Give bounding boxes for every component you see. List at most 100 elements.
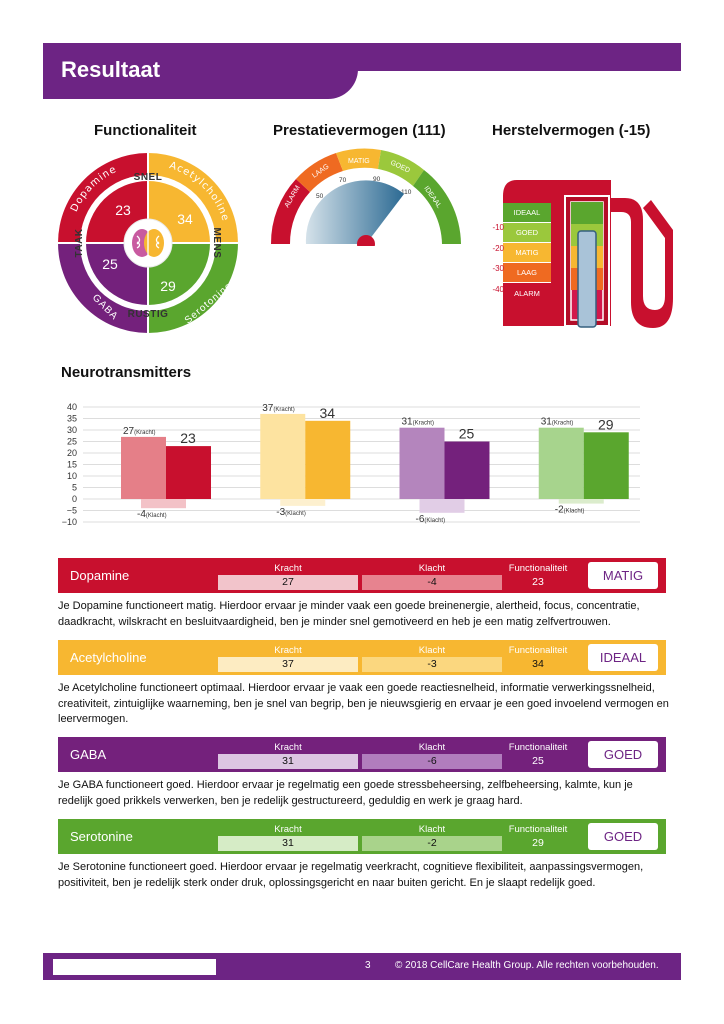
y-tick-label: −10 <box>62 517 77 527</box>
copyright: © 2018 CellCare Health Group. Alle recht… <box>395 960 659 971</box>
klacht-label: Klacht <box>418 824 446 835</box>
klacht-cell: Klacht -3 <box>362 640 502 675</box>
kracht-cell: Kracht 37 <box>218 640 358 675</box>
row-dopamine: Dopamine Kracht 27 Klacht -4 Functionali… <box>58 558 666 593</box>
zone-alarm: ALARM <box>503 283 551 305</box>
data-label-kracht: 31(Kracht) <box>402 417 434 428</box>
klacht-value: -2 <box>362 836 502 851</box>
data-label-functionaliteit: 29 <box>598 416 614 432</box>
status-badge: IDEAAL <box>588 644 658 671</box>
y-tick-label: 30 <box>67 425 77 435</box>
kracht-label: Kracht <box>274 563 302 574</box>
func-label: Functionaliteit <box>508 824 568 835</box>
functionaliteit-title: Functionaliteit <box>94 122 197 139</box>
scale-label: -30 <box>492 264 504 274</box>
status-badge: GOED <box>588 741 658 768</box>
func-cell: Functionaliteit 34 <box>463 640 613 675</box>
klacht-cell: Klacht -2 <box>362 819 502 854</box>
value-acetylcholine: 34 <box>177 211 193 227</box>
func-cell: Functionaliteit 29 <box>463 819 613 854</box>
scale-label: -40 <box>492 284 504 294</box>
zone-matig: MATIG <box>503 243 551 263</box>
klacht-cell: Klacht -4 <box>362 558 502 593</box>
bar-klacht <box>558 499 604 504</box>
klacht-value: -4 <box>362 575 502 590</box>
y-tick-label: 15 <box>67 460 77 470</box>
func-value: 34 <box>532 658 544 670</box>
klacht-value: -6 <box>362 754 502 769</box>
y-tick-label: 25 <box>67 437 77 447</box>
bar-functionaliteit <box>166 446 211 499</box>
kracht-value: 37 <box>218 657 358 672</box>
bar-kracht <box>260 413 306 499</box>
page-header: Resultaat <box>43 43 681 99</box>
kracht-label: Kracht <box>274 824 302 835</box>
row-description: Je Dopamine functioneert matig. Hierdoor… <box>58 600 640 628</box>
bar-kracht <box>538 427 584 499</box>
bar-kracht <box>121 436 166 499</box>
prestatie-gauge: ALARM LAAG MATIG GOED IDEAAL 50 70 90 11… <box>270 148 461 246</box>
kracht-cell: Kracht 31 <box>218 737 358 772</box>
kracht-cell: Kracht 31 <box>218 819 358 854</box>
herstel-scale: -10 -20 -30 -40 <box>486 218 504 300</box>
scale-label: -10 <box>492 223 504 232</box>
axis-mens: MENS <box>211 228 222 259</box>
zone-matig: MATIG <box>348 158 370 165</box>
data-label-functionaliteit: 25 <box>459 426 475 442</box>
func-cell: Functionaliteit 25 <box>463 737 613 772</box>
data-label-klacht: -2(Klacht) <box>555 505 585 516</box>
data-label-klacht: -3(Klacht) <box>276 507 306 518</box>
value-serotonine: 29 <box>160 278 176 294</box>
value-gaba: 25 <box>102 256 118 272</box>
header-tab <box>43 43 358 99</box>
footer-field <box>53 959 216 975</box>
kracht-value: 31 <box>218 836 358 851</box>
herstel-title: Herstelvermogen (-15) <box>492 122 651 139</box>
klacht-cell: Klacht -6 <box>362 737 502 772</box>
prestatie-title: Prestatievermogen (111) <box>273 122 446 139</box>
scale-label: -20 <box>492 243 504 253</box>
y-tick-label: −5 <box>67 506 77 516</box>
y-tick-label: 20 <box>67 448 77 458</box>
bar-klacht <box>419 499 465 513</box>
herstel-gauge: IDEAAL GOED MATIG LAAG ALARM <box>503 178 673 338</box>
kracht-value: 27 <box>218 575 358 590</box>
neurotransmitters-title: Neurotransmitters <box>61 364 192 381</box>
klacht-label: Klacht <box>418 645 446 656</box>
gauge-fill <box>577 230 597 328</box>
zone-laag: LAAG <box>503 263 551 283</box>
klacht-value: -3 <box>362 657 502 672</box>
y-tick-label: 35 <box>67 414 77 424</box>
bar-functionaliteit <box>305 420 351 499</box>
page-number: 3 <box>365 960 371 971</box>
row-description: Je Acetylcholine functioneert optimaal. … <box>58 682 669 725</box>
tick-90: 90 <box>373 176 381 183</box>
klacht-label: Klacht <box>418 742 446 753</box>
kracht-label: Kracht <box>274 742 302 753</box>
y-tick-label: 10 <box>67 471 77 481</box>
bar-functionaliteit <box>583 432 629 499</box>
bar-kracht <box>399 427 445 499</box>
row-name: GABA <box>70 747 107 762</box>
y-tick-label: 40 <box>67 402 77 412</box>
data-label-functionaliteit: 34 <box>319 405 335 421</box>
tick-70: 70 <box>339 177 347 184</box>
bar-functionaliteit <box>444 441 490 499</box>
data-label-kracht: 27(Kracht) <box>123 426 155 437</box>
row-acetylcholine: Acetylcholine Kracht 37 Klacht -3 Functi… <box>58 640 666 675</box>
func-cell: Functionaliteit 23 <box>463 558 613 593</box>
gauge-pivot <box>357 235 375 246</box>
status-badge: MATIG <box>588 562 658 589</box>
func-value: 29 <box>532 837 544 849</box>
kracht-label: Kracht <box>274 645 302 656</box>
row-serotonine: Serotonine Kracht 31 Klacht -2 Functiona… <box>58 819 666 854</box>
row-description: Je GABA functioneert goed. Hierdoor erva… <box>58 779 633 807</box>
func-value: 25 <box>532 755 544 767</box>
status-badge: GOED <box>588 823 658 850</box>
zone-ideaal: IDEAAL <box>503 203 551 223</box>
axis-taak: TAAK <box>74 228 85 257</box>
row-description: Je Serotonine functioneert goed. Hierdoo… <box>58 861 644 889</box>
brain-icon <box>132 229 164 257</box>
bar-klacht <box>141 499 186 509</box>
y-tick-label: 0 <box>72 494 77 504</box>
